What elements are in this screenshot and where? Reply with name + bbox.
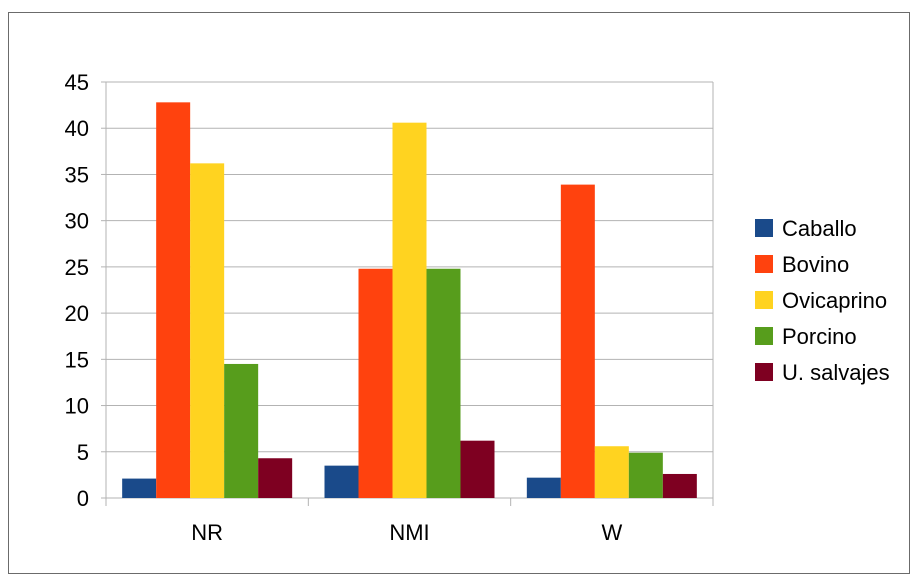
x-tick-label: NR [191,520,223,545]
legend-label: Bovino [782,252,849,277]
bar-ovicaprino-nmi [392,122,427,499]
legend-swatch [755,219,773,237]
legend: Caballo Bovino Ovicaprino Porcino U. salvaje… [755,216,890,385]
bar-porcino-nr [224,363,259,498]
bar-porcino-w [628,452,663,498]
y-tick-label: 25 [65,255,89,280]
legend-swatch [755,327,773,345]
bars [122,102,697,499]
bar-porcino-nmi [426,268,461,498]
y-tick-label: 30 [65,209,89,234]
y-tick-label: 20 [65,301,89,326]
bar-u-salvajes-w [662,473,697,498]
legend-swatch [755,255,773,273]
bar-caballo-nmi [324,465,359,498]
x-tick-label: W [601,520,622,545]
y-tick-label: 10 [65,394,89,419]
bar-ovicaprino-w [594,446,629,498]
legend-label: Porcino [782,324,857,349]
x-tick-label: NMI [389,520,429,545]
legend-label: Ovicaprino [782,288,887,313]
y-tick-label: 0 [77,486,89,511]
legend-swatch [755,291,773,309]
bar-bovino-w [560,184,595,498]
bar-bovino-nr [156,102,191,499]
bar-bovino-nmi [358,268,393,498]
y-tick-label: 40 [65,116,89,141]
bar-caballo-nr [122,478,157,498]
y-tick-label: 15 [65,347,89,372]
bar-caballo-w [526,477,561,498]
bar-u-salvajes-nr [258,458,293,498]
y-tick-label: 5 [77,440,89,465]
y-tick-label: 35 [65,162,89,187]
legend-label: Caballo [782,216,857,241]
legend-label: U. salvajes [782,360,890,385]
y-tick-labels: 0 5 10 15 20 25 30 35 40 45 [65,70,89,511]
bar-u-salvajes-nmi [460,440,495,498]
bar-ovicaprino-nr [190,163,225,498]
y-tick-label: 45 [65,70,89,95]
x-tick-labels: NR NMI W [191,520,622,545]
legend-swatch [755,363,773,381]
